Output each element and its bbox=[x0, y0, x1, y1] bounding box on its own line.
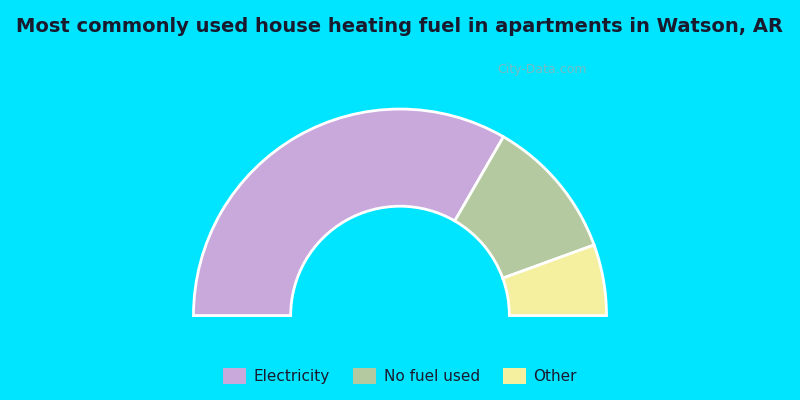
Text: City-Data.com: City-Data.com bbox=[497, 63, 586, 76]
Text: Most commonly used house heating fuel in apartments in Watson, AR: Most commonly used house heating fuel in… bbox=[17, 17, 783, 36]
Wedge shape bbox=[194, 109, 503, 316]
Legend: Electricity, No fuel used, Other: Electricity, No fuel used, Other bbox=[216, 360, 584, 392]
Wedge shape bbox=[502, 245, 606, 316]
Wedge shape bbox=[454, 137, 594, 278]
